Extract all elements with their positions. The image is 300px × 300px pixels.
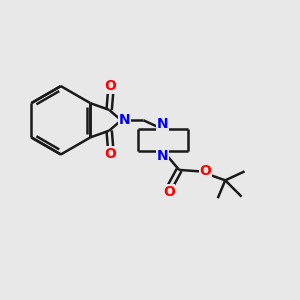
Text: N: N	[157, 149, 169, 163]
Text: N: N	[119, 113, 130, 127]
Text: O: O	[200, 164, 211, 178]
Text: O: O	[163, 184, 175, 199]
Text: O: O	[105, 147, 117, 161]
Text: O: O	[105, 80, 117, 93]
Text: N: N	[157, 117, 169, 131]
